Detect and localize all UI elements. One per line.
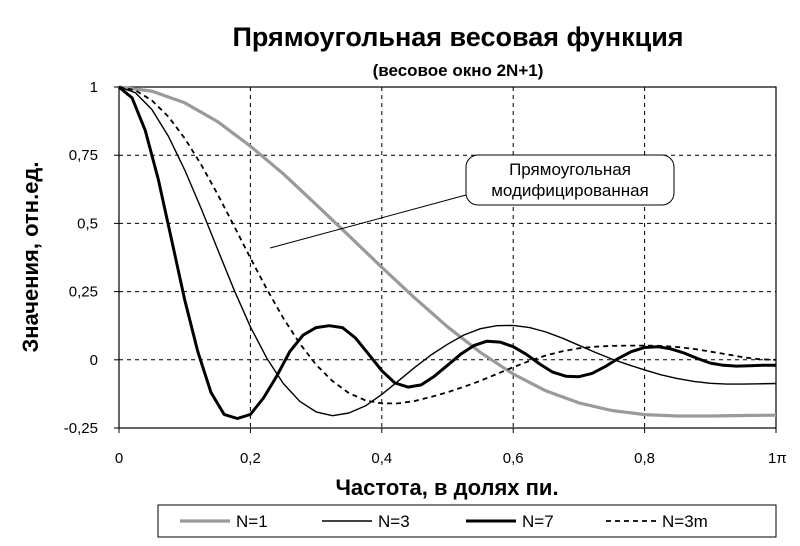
x-tick-label: 0,4 (371, 450, 392, 467)
legend-label-0: N=1 (236, 512, 268, 531)
series-line-2 (118, 85, 776, 420)
y-tick-label: 0,75 (69, 147, 98, 164)
x-tick-label: 0 (115, 450, 123, 467)
chart-title: Прямоугольная весовая функция (232, 22, 683, 52)
callout-line-2: модифицированная (491, 181, 649, 200)
callout-pointer (269, 194, 467, 249)
chart-subtitle: (весовое окно 2N+1) (373, 61, 544, 80)
callout-line-1: Прямоугольная (509, 160, 631, 179)
series-line-1 (118, 86, 777, 417)
y-tick-label: 0 (90, 352, 98, 369)
legend-label-1: N=3 (378, 512, 410, 531)
callout-box (465, 154, 675, 206)
x-tick-label: 0,8 (634, 450, 655, 467)
y-tick-label: 0,25 (69, 284, 98, 301)
legend-label-3: N=3m (662, 512, 708, 531)
grid (119, 87, 776, 428)
y-axis-title: Значения, отн.ед. (18, 161, 43, 352)
series-line-3 (118, 86, 777, 405)
y-tick-label: 0,5 (77, 215, 98, 232)
y-tick-label: -0,25 (64, 420, 98, 437)
x-axis-title: Частота, в долях пи. (335, 475, 558, 500)
legend-label-2: N=7 (522, 512, 554, 531)
plot-area (118, 86, 777, 429)
axis-ticks: -0,25 0 0,25 0,5 0,75 1 0 0,2 0,4 0,6 0,8 1π (64, 79, 787, 467)
x-tick-label: 0,6 (503, 450, 524, 467)
legend: N=1 N=3 N=7 N=3m (157, 504, 777, 538)
annotation-callout: Прямоугольная модифицированная (269, 154, 675, 249)
x-tick-label: 0,2 (240, 450, 261, 467)
series-line-0 (118, 85, 777, 418)
x-tick-label: 1π (768, 450, 787, 467)
y-tick-label: 1 (90, 79, 98, 96)
series-layer (118, 85, 777, 420)
